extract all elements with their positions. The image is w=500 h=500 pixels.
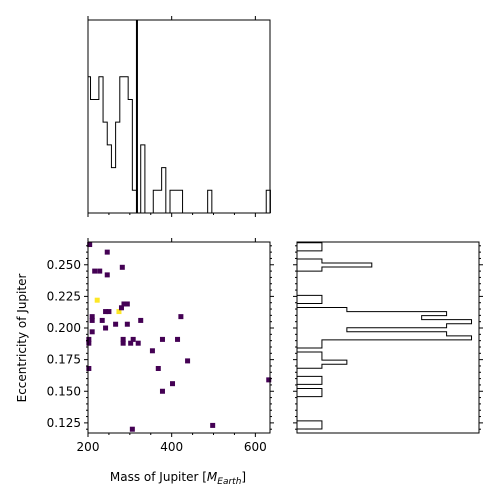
joint-ytick-label: 0.125 bbox=[47, 416, 81, 430]
right-panel-frame bbox=[296, 241, 480, 434]
joint-ytick-label: 0.225 bbox=[47, 289, 81, 303]
heatmap-cell bbox=[159, 388, 165, 394]
heatmap-cell bbox=[86, 365, 92, 371]
heatmap-cell bbox=[159, 336, 165, 342]
joint-xtick-label: 200 bbox=[77, 440, 100, 454]
right-marginal-histogram bbox=[293, 241, 483, 434]
heatmap-cell bbox=[138, 317, 144, 323]
heatmap-cell bbox=[89, 329, 95, 335]
heatmap-cell bbox=[170, 381, 176, 387]
joint-ytick-label: 0.175 bbox=[47, 353, 81, 367]
x-axis-label-main: Mass of Jupiter [ bbox=[110, 470, 207, 484]
heatmap-cell bbox=[121, 301, 127, 307]
top-marginal-histogram bbox=[87, 16, 271, 217]
heatmap-cell bbox=[266, 377, 272, 383]
joint-xtick-label: 600 bbox=[244, 440, 267, 454]
heatmap-cell bbox=[178, 314, 184, 320]
heatmap-cell bbox=[103, 325, 109, 331]
x-axis-label-symbol: M bbox=[207, 470, 218, 484]
heatmap-cell bbox=[99, 317, 105, 323]
joint-ytick-label: 0.150 bbox=[47, 384, 81, 398]
heatmap-cell bbox=[130, 336, 136, 342]
heatmap-cell bbox=[106, 309, 112, 315]
heatmap-cell bbox=[155, 365, 161, 371]
heatmap-cell bbox=[89, 314, 95, 320]
heatmap-cell bbox=[97, 268, 103, 274]
heatmap-cell bbox=[104, 272, 110, 278]
x-axis-label-end: ] bbox=[241, 470, 246, 484]
heatmap-cell bbox=[116, 309, 122, 315]
heatmap-cell bbox=[87, 242, 93, 248]
heatmap-cell bbox=[210, 422, 216, 428]
top-histogram-step bbox=[88, 76, 271, 214]
heatmap-cell bbox=[92, 268, 98, 274]
heatmap-cell bbox=[113, 321, 119, 327]
heatmap-cell bbox=[175, 336, 181, 342]
heatmap-cell bbox=[104, 249, 110, 255]
heatmap-cell bbox=[86, 336, 92, 342]
heatmap-cell bbox=[86, 340, 92, 346]
heatmap-cell bbox=[118, 305, 124, 311]
heatmap-cell bbox=[119, 264, 125, 270]
heatmap-cell bbox=[128, 340, 134, 346]
right-histogram-step bbox=[296, 242, 473, 433]
y-axis-label: Eccentricity of Jupiter bbox=[15, 274, 29, 403]
joint-heatmap: 200 400 600 0.125 0.150 0.175 0.200 0.225 0.250 bbox=[47, 238, 274, 454]
heatmap-cell bbox=[129, 426, 135, 432]
x-axis-label: Mass of Jupiter [MEarth] bbox=[110, 470, 246, 487]
heatmap-cell bbox=[120, 336, 126, 342]
joint-ytick-label: 0.200 bbox=[47, 321, 81, 335]
heatmap-cell bbox=[149, 348, 155, 354]
heatmap-cell bbox=[89, 317, 95, 323]
heatmap-cell bbox=[185, 358, 191, 364]
heatmap-cell bbox=[124, 301, 130, 307]
heatmap-cell bbox=[103, 309, 109, 315]
joint-ytick-label: 0.250 bbox=[47, 258, 81, 272]
joint-panel-frame bbox=[87, 241, 271, 434]
heatmap-cell bbox=[120, 340, 126, 346]
x-axis-label-subscript: Earth bbox=[217, 477, 241, 487]
joint-xtick-label: 400 bbox=[160, 440, 183, 454]
heatmap-cell bbox=[94, 297, 100, 303]
top-panel-frame bbox=[87, 19, 271, 214]
heatmap-cell bbox=[135, 340, 141, 346]
heatmap-cell bbox=[124, 321, 130, 327]
